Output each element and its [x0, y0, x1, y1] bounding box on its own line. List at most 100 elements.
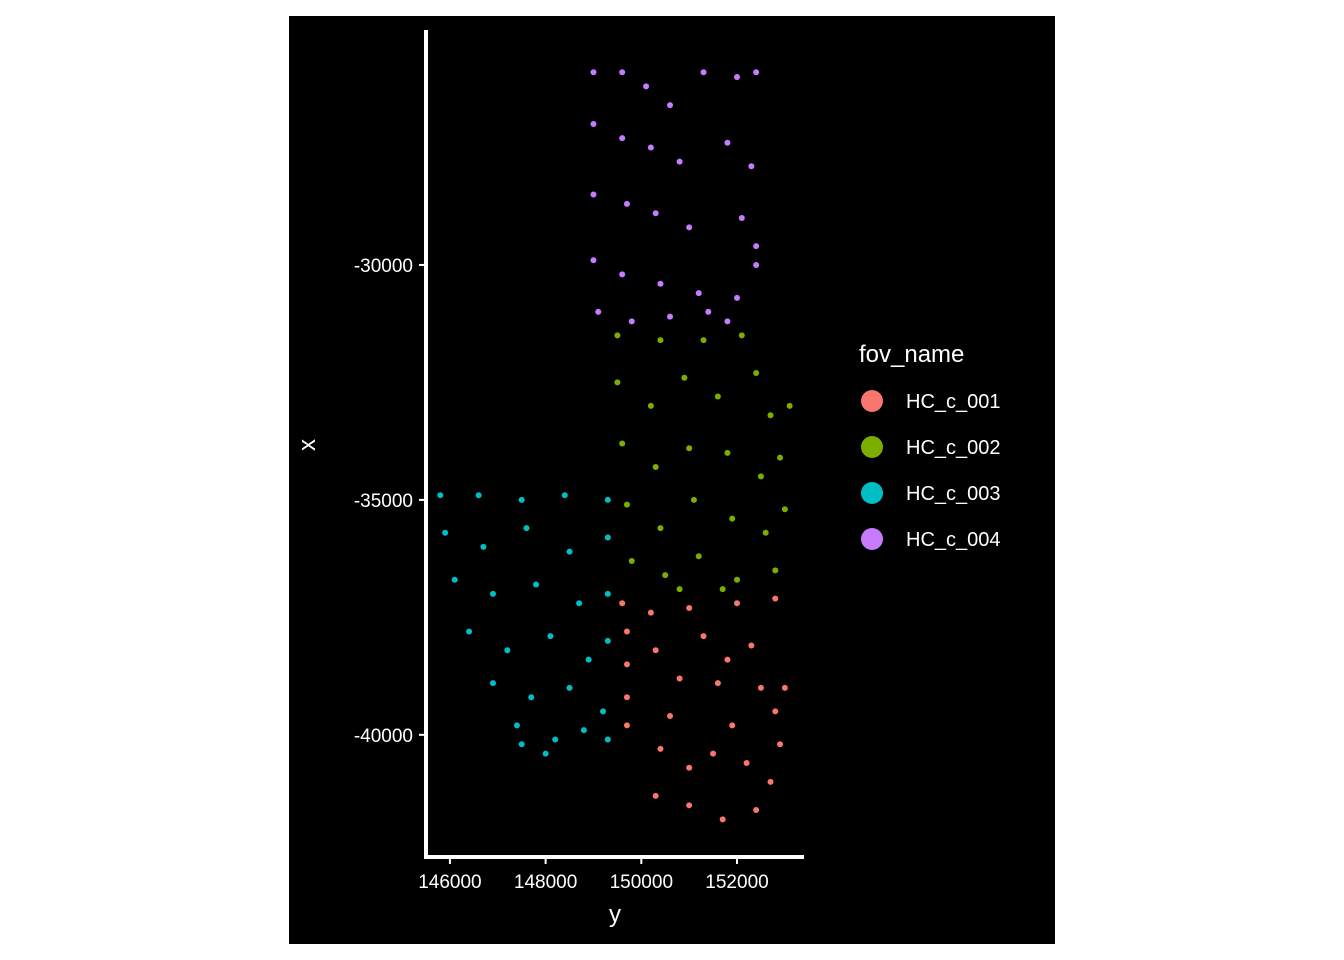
data-point [518, 741, 525, 748]
data-point [734, 294, 741, 301]
data-point [580, 727, 587, 734]
data-point [552, 736, 559, 743]
data-point [772, 708, 779, 715]
data-point [753, 243, 760, 250]
data-point [437, 492, 444, 499]
data-point [643, 83, 650, 90]
data-point [681, 374, 688, 381]
data-point [590, 191, 597, 198]
data-point [700, 69, 707, 76]
data-point [590, 257, 597, 264]
data-point [767, 778, 774, 785]
data-point [604, 496, 611, 503]
data-point [686, 604, 693, 611]
data-point [753, 261, 760, 268]
data-point [480, 543, 487, 550]
points-layer [437, 69, 793, 823]
data-point [781, 506, 788, 513]
data-point [748, 163, 755, 170]
data-point [614, 332, 621, 339]
data-point [619, 271, 626, 278]
legend-key [861, 482, 883, 504]
x-tick-label: 148000 [514, 872, 577, 893]
data-point [652, 647, 659, 654]
series-HC_c_001 [619, 595, 788, 823]
legend-key [861, 436, 883, 458]
data-point [734, 576, 741, 583]
x-axis-title: y [609, 901, 621, 928]
data-point [614, 379, 621, 386]
data-point [690, 496, 697, 503]
legend-label: HC_c_001 [906, 391, 1001, 413]
x-axis-ticks: 146000 148000 150000 152000 [418, 857, 769, 893]
data-point [724, 449, 731, 456]
data-point [652, 792, 659, 799]
data-point [724, 318, 731, 325]
data-point [604, 736, 611, 743]
data-point [628, 557, 635, 564]
data-point [686, 802, 693, 809]
data-point [695, 553, 702, 560]
data-point [623, 661, 630, 668]
data-point [623, 694, 630, 701]
data-point [647, 609, 654, 616]
data-point [628, 318, 635, 325]
legend-entry: HC_c_002 [861, 436, 1001, 459]
data-point [729, 515, 736, 522]
data-point [753, 69, 760, 76]
series-HC_c_004 [590, 69, 760, 325]
data-point [710, 750, 717, 757]
data-point [676, 158, 683, 165]
data-point [714, 393, 721, 400]
legend-entry: HC_c_004 [861, 528, 1001, 551]
legend-key [861, 390, 883, 412]
data-point [686, 224, 693, 231]
legend-entries: HC_c_001 HC_c_002 HC_c_003 HC_c_004 [861, 390, 1001, 551]
data-point [604, 637, 611, 644]
data-point [667, 102, 674, 109]
y-tick-label: -30000 [354, 256, 413, 277]
data-point [772, 567, 779, 574]
legend-title: fov_name [859, 341, 964, 368]
data-point [619, 69, 626, 76]
data-point [748, 642, 755, 649]
data-point [777, 741, 784, 748]
data-point [619, 600, 626, 607]
data-point [489, 680, 496, 687]
data-point [590, 120, 597, 127]
data-point [652, 210, 659, 217]
data-point [719, 816, 726, 823]
data-point [619, 440, 626, 447]
data-point [667, 713, 674, 720]
data-point [714, 680, 721, 687]
y-tick-label: -40000 [354, 726, 413, 747]
data-point [657, 525, 664, 532]
data-point [533, 581, 540, 588]
y-tick-label: -35000 [354, 491, 413, 512]
data-point [734, 73, 741, 80]
data-point [566, 684, 573, 691]
data-point [451, 576, 458, 583]
data-point [724, 139, 731, 146]
data-point [719, 586, 726, 593]
data-point [781, 684, 788, 691]
x-tick-label: 152000 [705, 872, 768, 893]
data-point [566, 548, 573, 555]
data-point [753, 807, 760, 814]
data-point [657, 745, 664, 752]
legend-label: HC_c_003 [906, 483, 1001, 505]
data-point [753, 370, 760, 377]
x-tick-label: 150000 [610, 872, 673, 893]
data-point [528, 694, 535, 701]
data-point [475, 492, 482, 499]
legend-label: HC_c_004 [906, 529, 1001, 551]
data-point [542, 750, 549, 757]
legend: fov_name HC_c_001HC_c_002HC_c_003HC_c_00… [859, 341, 1001, 551]
data-point [523, 525, 530, 532]
data-point [489, 590, 496, 597]
data-point [786, 402, 793, 409]
series-HC_c_002 [614, 332, 793, 593]
data-point [623, 501, 630, 508]
data-point [561, 492, 568, 499]
data-point [777, 454, 784, 461]
